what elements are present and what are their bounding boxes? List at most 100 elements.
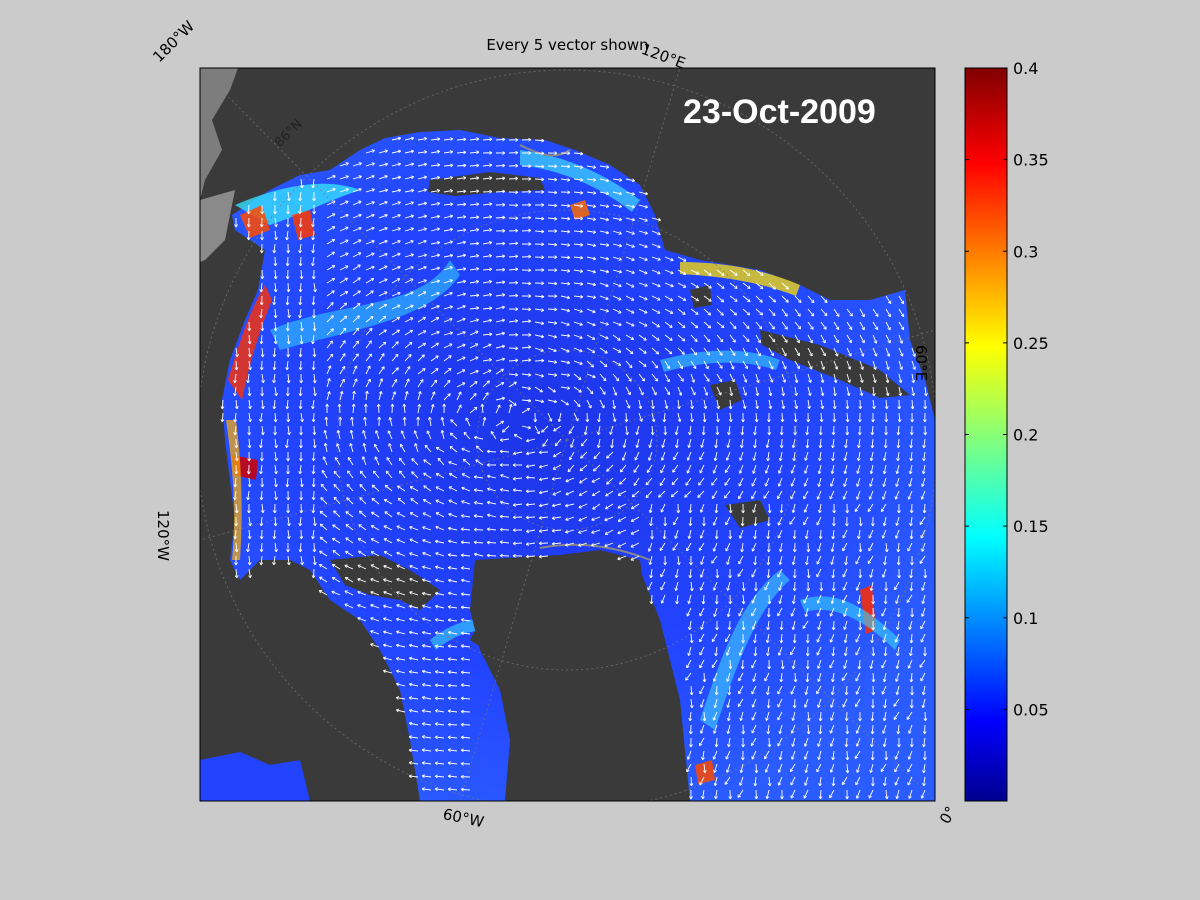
velocity-vector	[560, 321, 570, 326]
velocity-vector-head	[447, 761, 451, 766]
velocity-vector-head	[728, 536, 733, 540]
velocity-vector-head	[849, 313, 853, 317]
velocity-vector-head	[751, 626, 756, 630]
velocity-vector-head	[648, 509, 653, 514]
velocity-vector-head	[447, 526, 452, 531]
velocity-vector	[831, 555, 835, 565]
velocity-vector-head	[617, 556, 621, 561]
velocity-vector-head	[909, 575, 913, 579]
velocity-vector	[806, 672, 809, 683]
velocity-vector-head	[551, 503, 556, 508]
velocity-vector	[500, 474, 510, 479]
velocity-vector	[547, 347, 557, 352]
velocity-vector-head	[515, 372, 519, 377]
velocity-vector	[716, 295, 725, 303]
velocity-vector-head	[410, 239, 414, 244]
velocity-vector-head	[699, 730, 704, 734]
velocity-vector	[778, 581, 783, 591]
velocity-vector	[728, 425, 731, 435]
velocity-vector-head	[501, 396, 506, 401]
velocity-vector	[768, 594, 771, 605]
velocity-vector-head	[299, 510, 304, 514]
velocity-vector-head	[857, 432, 862, 436]
velocity-vector-head	[783, 353, 787, 357]
velocity-vector	[324, 430, 328, 440]
velocity-vector	[469, 356, 479, 362]
velocity-vector	[845, 685, 848, 696]
velocity-vector	[573, 321, 583, 326]
velocity-vector-head	[488, 215, 493, 219]
velocity-vector	[593, 451, 601, 460]
velocity-vector	[740, 711, 744, 721]
velocity-vector	[447, 684, 458, 687]
velocity-vector-head	[449, 188, 454, 193]
velocity-vector	[448, 788, 458, 791]
velocity-vector-head	[331, 277, 336, 282]
velocity-vector-head	[525, 475, 529, 480]
velocity-vector-head	[701, 432, 706, 436]
velocity-vector-head	[881, 664, 885, 669]
velocity-vector-head	[311, 535, 315, 540]
velocity-vector-head	[617, 337, 621, 341]
velocity-vector-head	[463, 150, 467, 155]
velocity-vector	[767, 724, 770, 734]
velocity-vector-head	[541, 216, 545, 221]
velocity-vector-head	[397, 265, 401, 270]
velocity-vector-head	[426, 430, 430, 434]
velocity-vector-head	[885, 379, 890, 384]
velocity-vector	[534, 178, 545, 181]
velocity-vector-head	[860, 353, 865, 357]
velocity-vector-head	[345, 252, 349, 257]
velocity-vector-head	[460, 540, 464, 545]
velocity-vector	[754, 633, 757, 643]
velocity-vector	[754, 776, 757, 786]
sea-ice-field	[200, 752, 310, 801]
velocity-vector-head	[460, 683, 464, 688]
velocity-vector-head	[861, 339, 865, 344]
velocity-vector-head	[331, 563, 336, 568]
velocity-vector-head	[898, 379, 903, 384]
velocity-vector	[690, 269, 700, 275]
velocity-vector	[300, 555, 303, 565]
velocity-vector-head	[488, 292, 493, 297]
velocity-vector	[898, 347, 904, 357]
velocity-vector	[870, 763, 874, 773]
high-velocity-band	[700, 570, 790, 730]
velocity-vector	[807, 724, 810, 735]
velocity-vector	[767, 698, 770, 709]
velocity-vector-head	[463, 431, 467, 436]
velocity-vector	[326, 365, 332, 375]
velocity-vector-head	[565, 517, 569, 522]
velocity-vector-head	[580, 282, 584, 286]
velocity-vector-head	[512, 553, 516, 558]
velocity-vector	[435, 671, 445, 674]
velocity-vector	[513, 434, 523, 440]
velocity-vector-head	[605, 230, 610, 235]
velocity-vector	[396, 670, 406, 674]
velocity-vector	[690, 308, 699, 315]
velocity-vector	[586, 282, 596, 286]
velocity-vector-head	[396, 551, 400, 556]
velocity-vector-head	[397, 252, 401, 257]
velocity-vector	[752, 672, 757, 682]
velocity-vector-head	[908, 626, 912, 630]
velocity-vector	[469, 307, 479, 310]
velocity-vector-head	[803, 600, 807, 604]
velocity-vector	[829, 724, 835, 734]
velocity-vector-head	[463, 189, 467, 194]
velocity-vector	[816, 633, 822, 643]
velocity-vector-head	[880, 768, 885, 772]
velocity-vector-head	[422, 291, 427, 295]
velocity-vector-head	[711, 495, 716, 500]
velocity-vector-head	[657, 244, 661, 249]
velocity-vector	[513, 477, 523, 480]
velocity-vector-head	[779, 640, 784, 644]
velocity-vector-head	[752, 678, 756, 682]
velocity-vector-head	[449, 227, 454, 232]
velocity-vector	[713, 581, 718, 591]
velocity-vector-head	[370, 630, 374, 634]
velocity-vector	[909, 477, 913, 487]
velocity-vector-head	[629, 364, 633, 369]
velocity-vector-head	[778, 561, 783, 566]
velocity-vector	[794, 295, 802, 303]
